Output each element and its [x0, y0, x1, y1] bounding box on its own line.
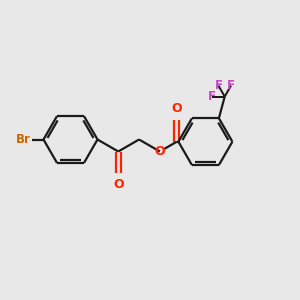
Text: Br: Br: [15, 133, 30, 146]
Text: O: O: [113, 178, 124, 191]
Text: F: F: [227, 79, 235, 92]
Text: F: F: [214, 79, 222, 92]
Text: F: F: [208, 90, 216, 103]
Text: O: O: [172, 102, 182, 115]
Text: O: O: [154, 145, 165, 158]
